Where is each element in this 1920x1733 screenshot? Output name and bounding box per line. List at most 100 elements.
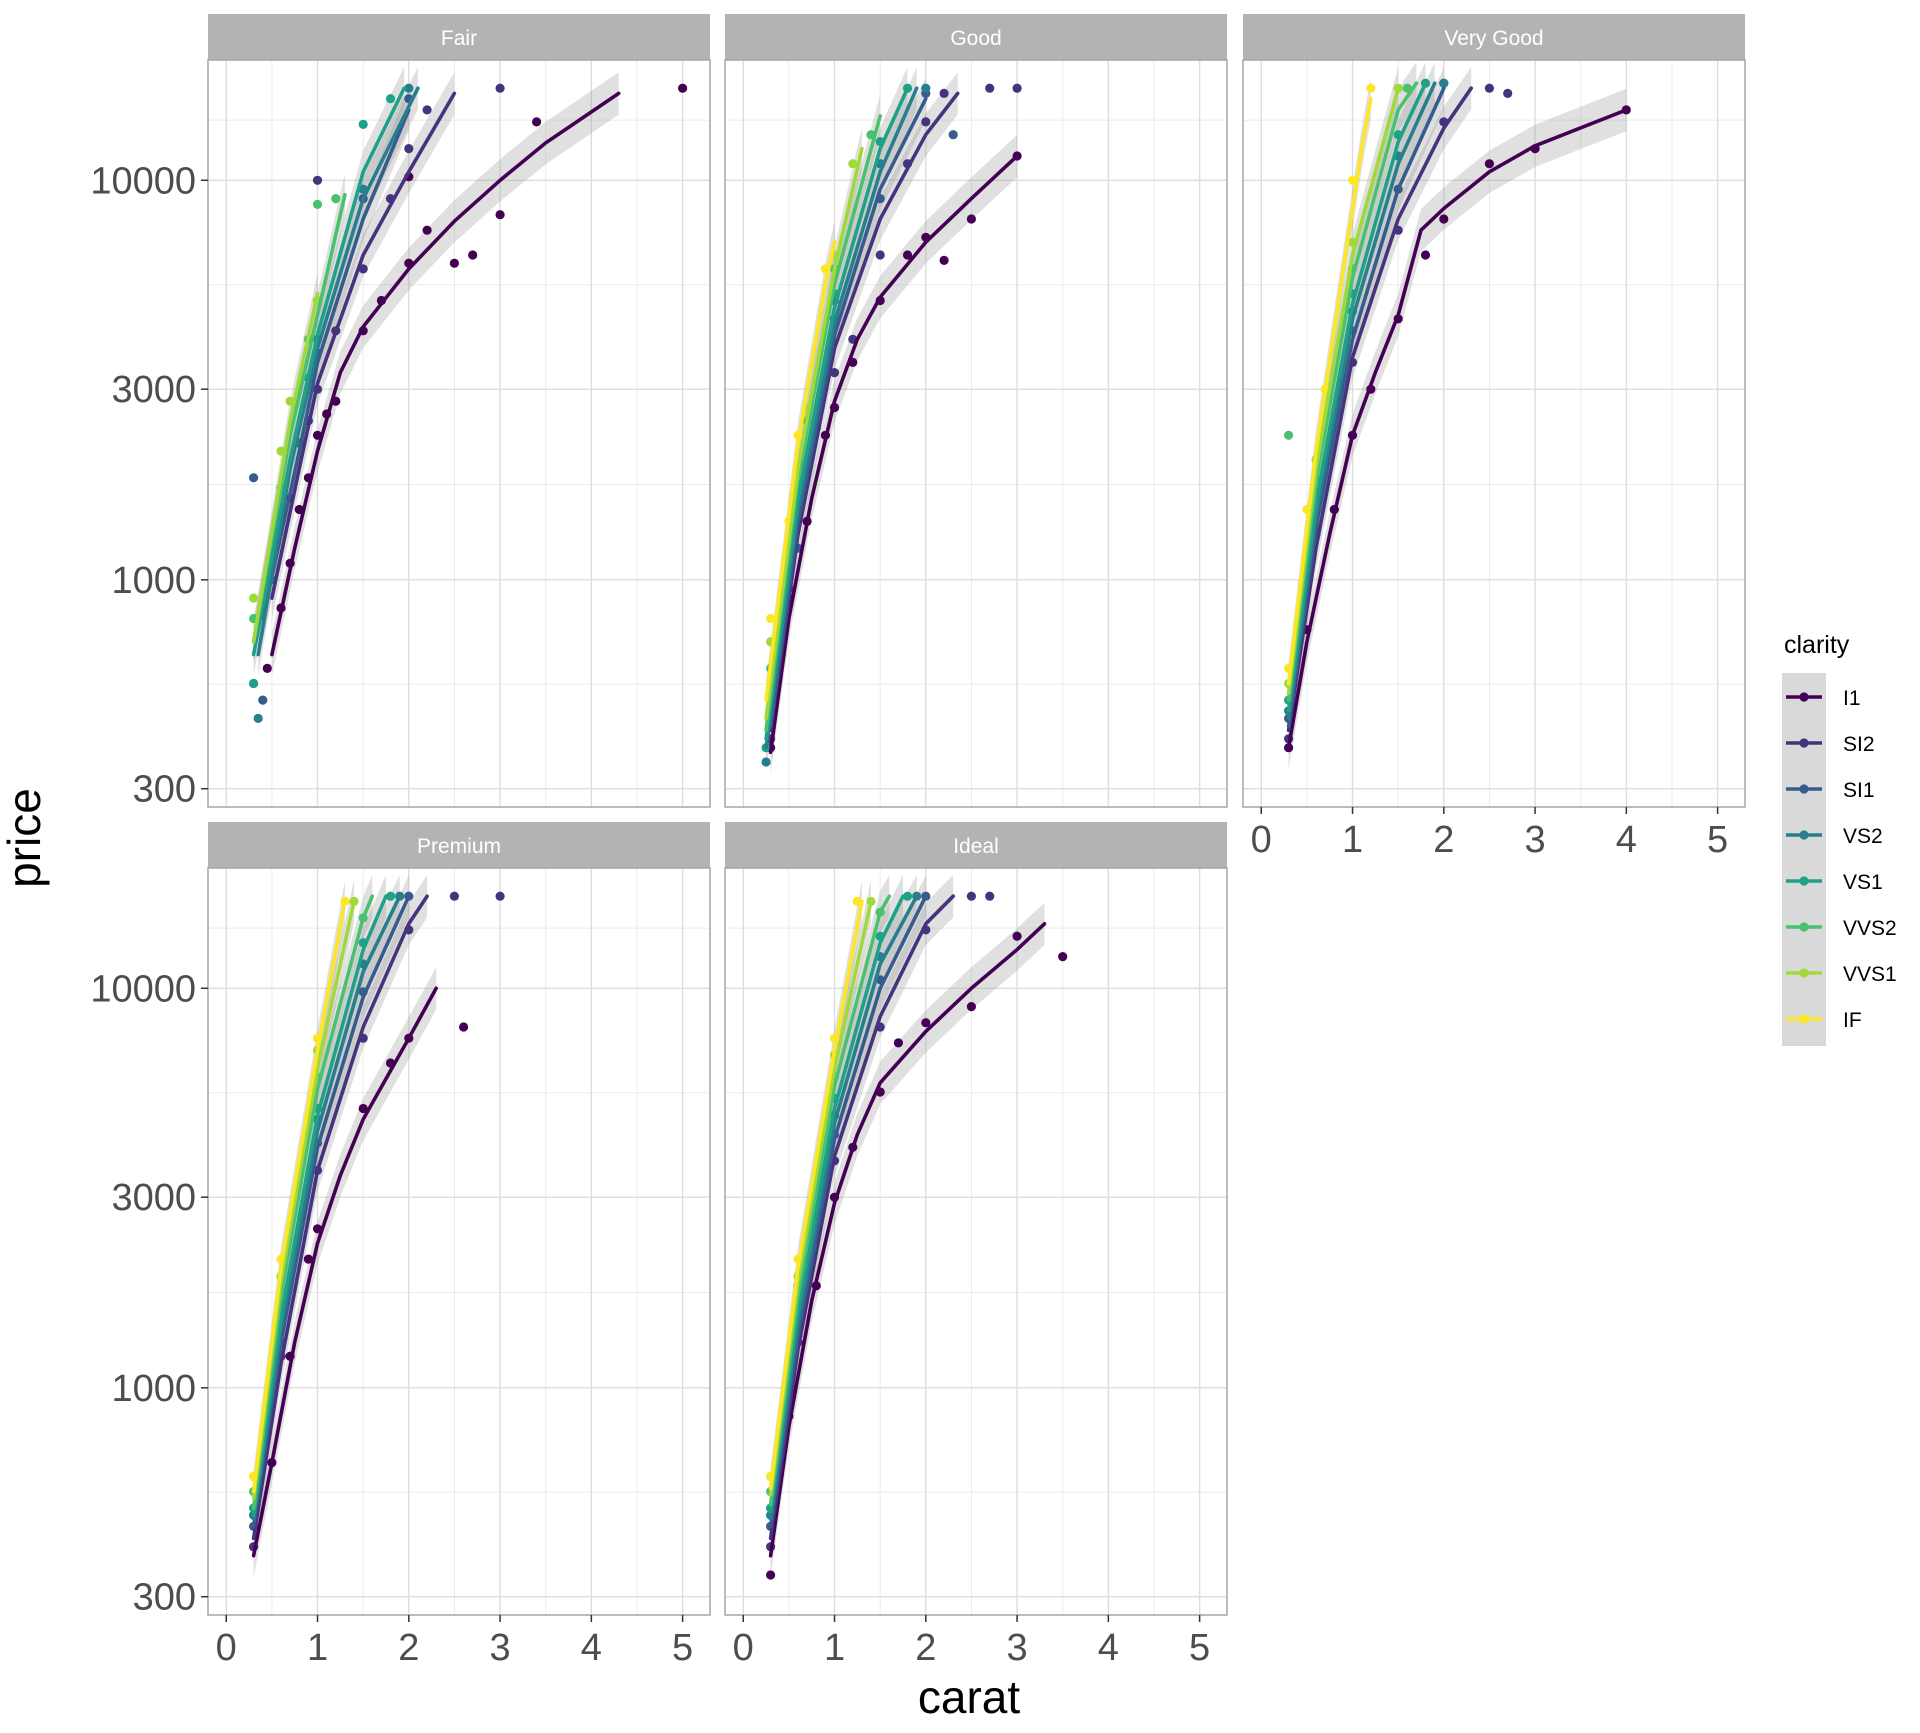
x-tick-label: 0	[1251, 819, 1272, 861]
trend-line-si2	[270, 91, 457, 600]
data-point-vvs2	[331, 194, 341, 204]
data-point-si2	[422, 105, 432, 115]
trend-line-i1	[768, 922, 1047, 1558]
panel-border	[207, 867, 711, 1616]
data-point-si2	[966, 891, 977, 901]
y-tick-label: 300	[133, 1577, 196, 1619]
facet-strip-label: Very Good	[1444, 27, 1543, 50]
data-point-vs2	[1439, 78, 1449, 88]
y-tick-label: 10000	[90, 160, 196, 202]
data-point-si1	[258, 695, 268, 705]
plot-panel	[208, 60, 710, 807]
data-point-i1	[939, 255, 949, 265]
data-point-i1	[468, 250, 478, 260]
data-point-i1	[495, 210, 505, 220]
legend-key-background	[1782, 673, 1826, 1046]
trend-lines	[764, 86, 1019, 755]
panel-border	[724, 867, 1228, 1616]
trend-line-vvs1	[251, 291, 320, 644]
legend-item-vs1: VS1	[1786, 871, 1883, 894]
legend-key-point	[1799, 922, 1809, 932]
confidence-band-vs1	[1288, 62, 1426, 732]
trend-line-vvs1	[764, 146, 864, 721]
data-point-i1	[893, 1038, 904, 1048]
trend-line-i1	[768, 154, 1019, 755]
data-point-vs2	[253, 713, 263, 724]
confidence-band-si2	[1288, 67, 1472, 752]
x-tick-label: 5	[672, 1627, 693, 1669]
data-point-i1	[532, 117, 542, 127]
facet-strip-label: Good	[950, 27, 1001, 50]
data-point-si2	[985, 891, 995, 901]
legend-item-si1: SI1	[1786, 779, 1875, 802]
data-point-si2	[1012, 83, 1022, 93]
confidence-band-si1	[770, 77, 926, 748]
data-point-i1	[1012, 931, 1022, 941]
trend-lines	[1286, 81, 1629, 750]
data-point-si2	[404, 144, 414, 154]
confidence-band-si2	[253, 875, 428, 1560]
data-point-si2	[312, 175, 323, 185]
x-tick-label: 1	[307, 1627, 328, 1669]
trend-line-vs2	[256, 86, 420, 657]
data-point-i1	[766, 1570, 776, 1580]
trend-line-if	[768, 899, 864, 1491]
trend-line-si2	[1286, 86, 1473, 733]
confidence-band-if	[766, 221, 835, 722]
legend-label: VS2	[1843, 825, 1883, 848]
trend-line-si1	[261, 108, 411, 621]
data-point-i1	[902, 250, 913, 260]
trend-line-i1	[1286, 108, 1629, 750]
legend-key-point	[1799, 968, 1809, 978]
data-point-vs1	[385, 94, 396, 104]
legend-item-vvs1: VVS1	[1786, 963, 1897, 986]
data-point-si2	[495, 83, 505, 93]
data-point-si2	[939, 88, 949, 98]
panel-border	[1242, 59, 1746, 808]
x-tick-label: 3	[490, 1627, 511, 1669]
x-axis: 0 1 2 3 4 5	[216, 1615, 693, 1669]
x-tick-label: 4	[581, 1627, 602, 1669]
trend-line-i1	[270, 91, 621, 657]
data-point-i1	[1058, 952, 1068, 962]
legend-item-if: IF	[1786, 1009, 1862, 1032]
x-tick-label: 2	[915, 1627, 936, 1669]
data-point-vs1	[902, 891, 913, 901]
x-tick-label: 4	[1098, 1627, 1119, 1669]
y-axis-label: price	[0, 788, 50, 888]
confidence-band-vs2	[253, 875, 400, 1540]
confidence-band-vs1	[253, 67, 405, 676]
facet-strip	[208, 14, 710, 60]
data-point-vvs2	[1284, 430, 1294, 440]
confidence-band-vs1	[766, 67, 908, 760]
data-point-si2	[875, 250, 885, 260]
data-point-i1	[966, 214, 977, 224]
data-point-i1	[459, 1022, 469, 1032]
y-tick-label: 1000	[111, 560, 196, 602]
y-axis: 300 1000 3000 10000	[90, 160, 208, 811]
confidence-band-si1	[770, 875, 926, 1548]
legend-label: VS1	[1843, 871, 1883, 894]
y-tick-label: 3000	[111, 369, 196, 411]
x-tick-label: 1	[824, 1627, 845, 1669]
y-tick-label: 10000	[90, 968, 196, 1010]
confidence-band-i1	[770, 134, 1018, 774]
data-point-vs2	[404, 83, 414, 93]
confidence-band-if	[770, 880, 862, 1510]
data-point-si2	[985, 83, 995, 93]
data-point-if	[1366, 83, 1376, 93]
data-point-i1	[358, 1103, 368, 1114]
facet-premium: Premium 300 1000 3000 10000 0 1 2 3 4 5	[90, 822, 711, 1669]
x-axis: 0 1 2 3 4 5	[1251, 807, 1728, 861]
x-axis: 0 1 2 3 4 5	[733, 1615, 1210, 1669]
y-tick-label: 300	[133, 769, 196, 811]
legend-label: SI2	[1843, 733, 1875, 756]
legend-key-point	[1799, 784, 1809, 794]
data-point-vvs1	[249, 593, 259, 603]
trend-lines	[768, 894, 1047, 1558]
panel-border	[207, 59, 711, 808]
data-point-i1	[921, 1018, 931, 1028]
